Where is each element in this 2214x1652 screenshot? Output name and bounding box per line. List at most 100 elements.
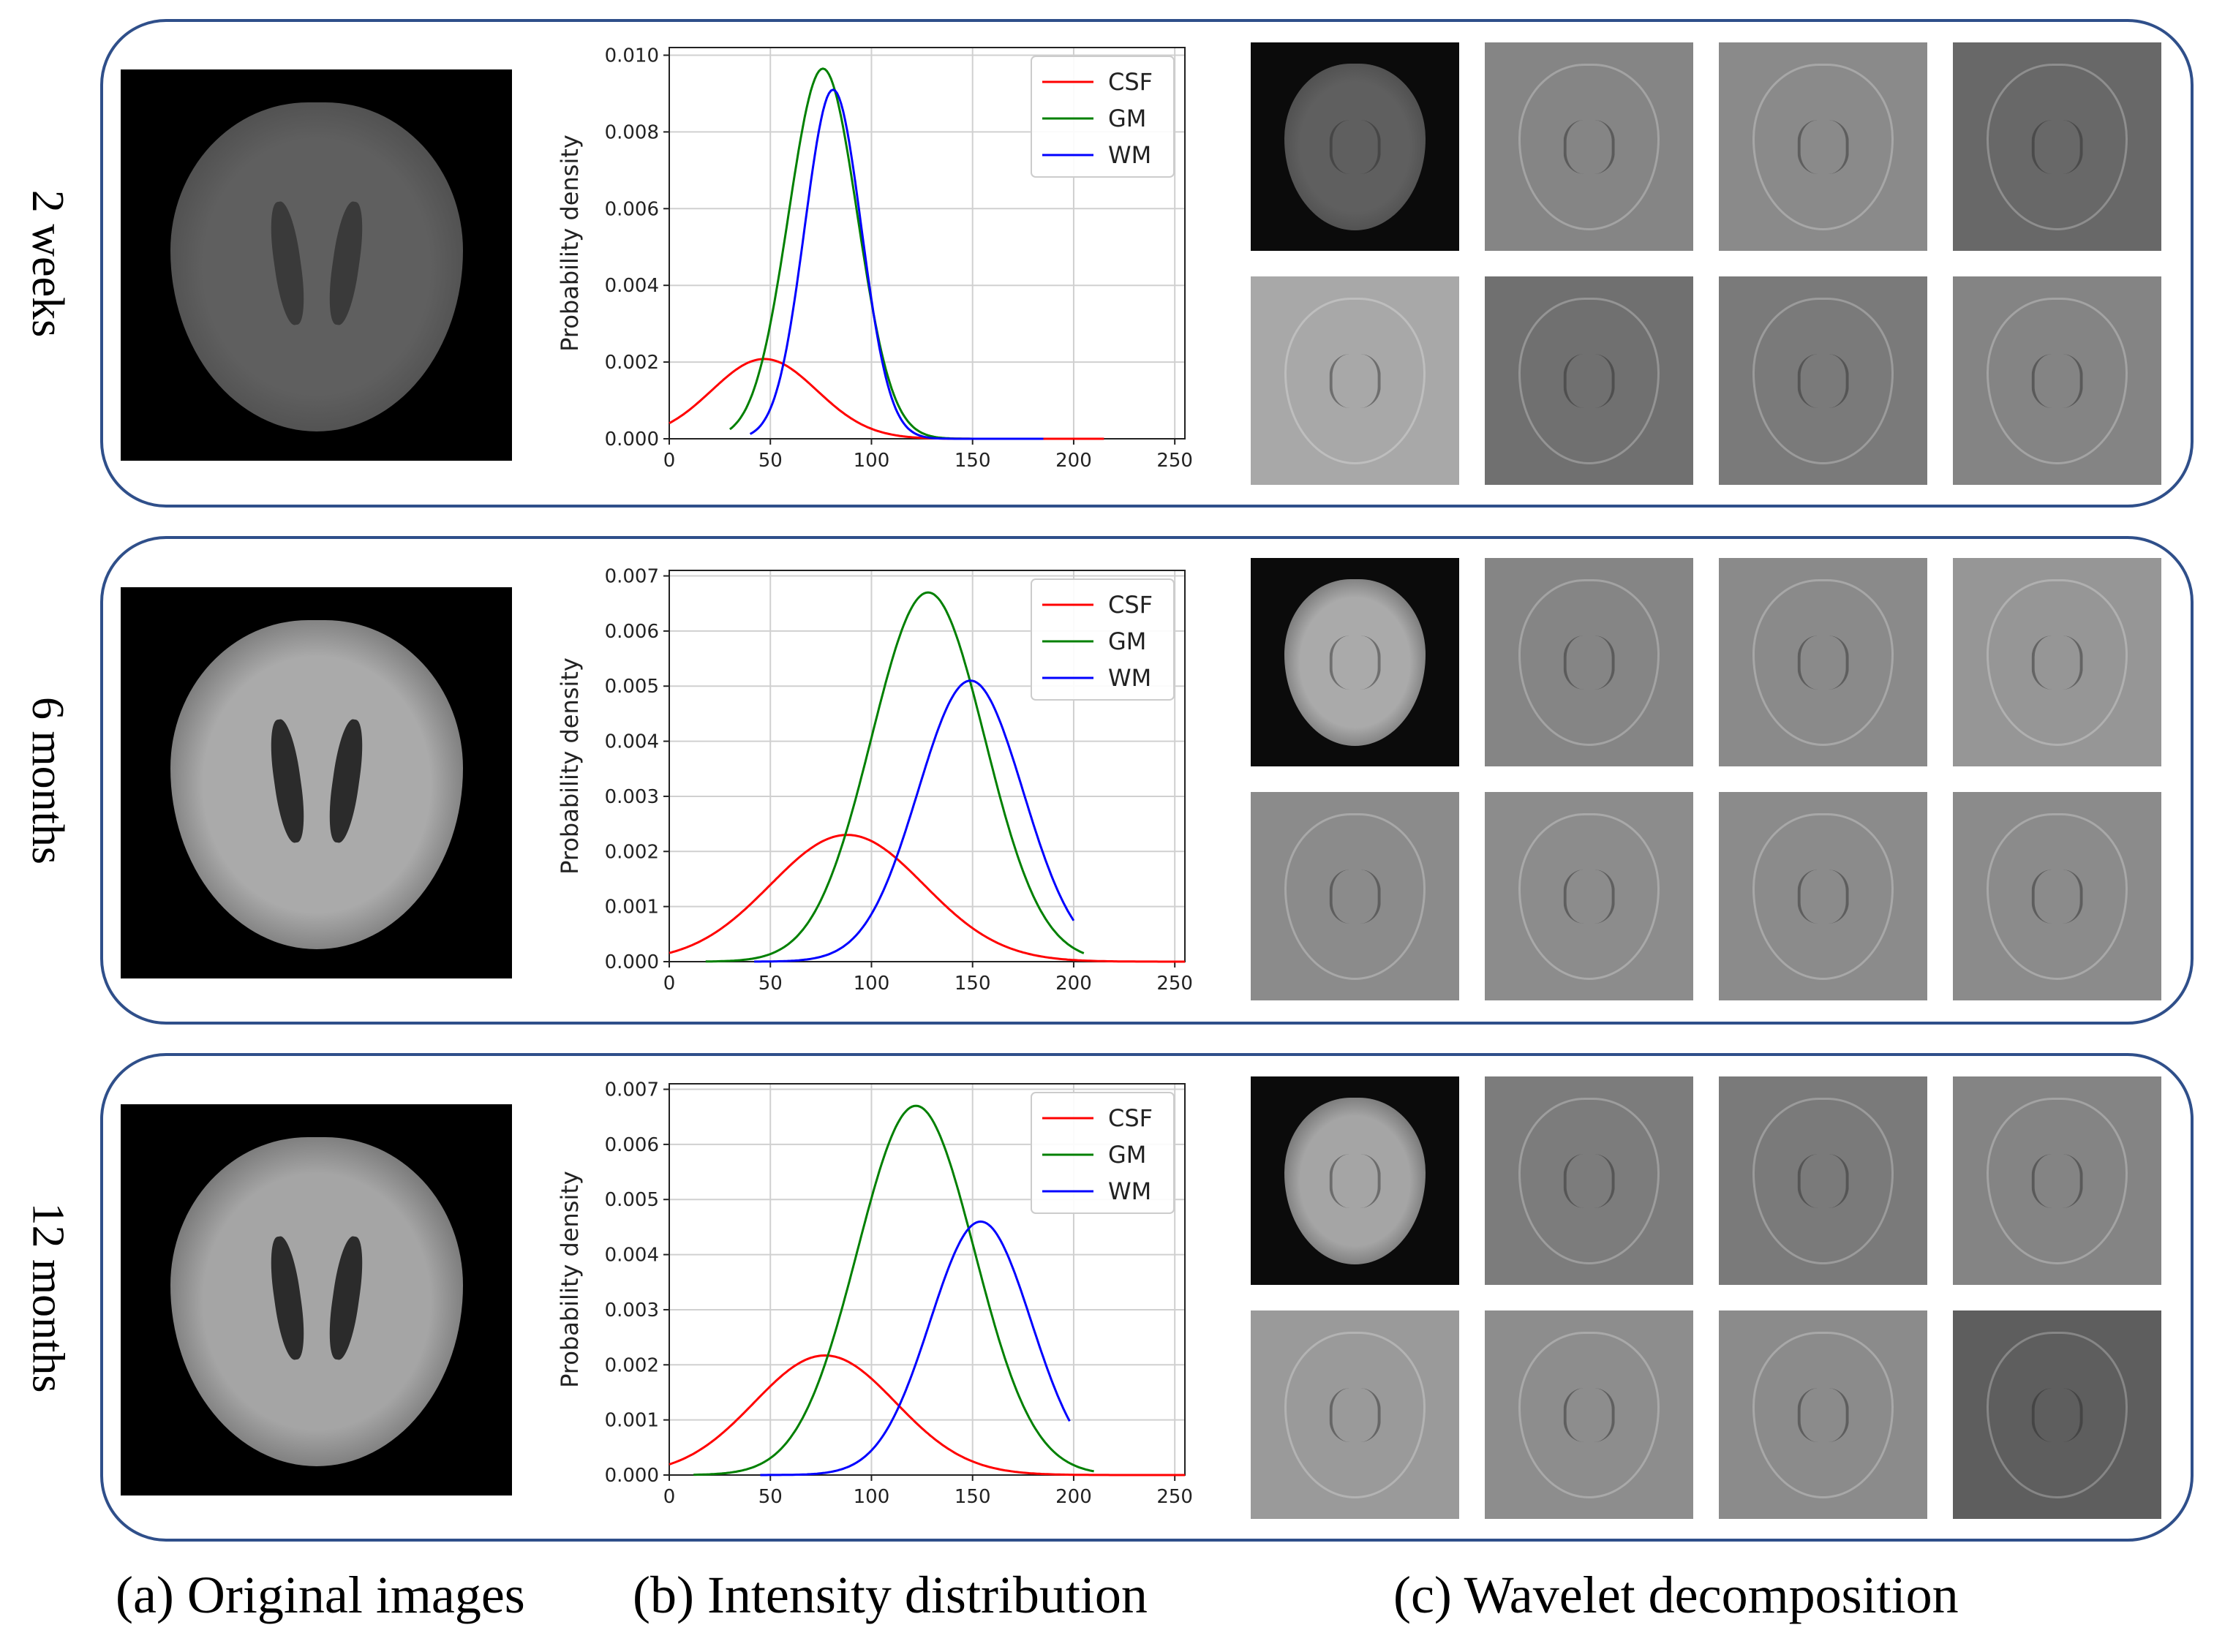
y-tick-label: 0.006: [605, 198, 659, 220]
wavelet-subband-tile: [1953, 276, 2161, 485]
wavelet-subband-tile: [1251, 42, 1459, 251]
brain-edge-outline: [1752, 1331, 1894, 1498]
row-label-6-months: 6 months: [23, 696, 73, 864]
brain-edge-outline: [1284, 812, 1426, 980]
y-tick-label: 0.005: [605, 676, 659, 698]
x-tick-label: 200: [1055, 450, 1092, 472]
ventricle-edge: [1329, 353, 1381, 408]
legend-label-gm: GM: [1108, 627, 1146, 655]
wavelet-subband-tile: [1719, 276, 1927, 485]
caption-original-images: (a) Original images: [116, 1566, 525, 1624]
brain-shape: [170, 1137, 463, 1466]
original-image-2-weeks: [121, 69, 512, 461]
plot-frame: [669, 1083, 1186, 1476]
y-tick-label: 0.004: [605, 1245, 659, 1267]
ventricle-edge: [1563, 869, 1615, 924]
ventricle-edge: [2031, 119, 2083, 174]
legend-label-gm: GM: [1108, 105, 1146, 132]
legend-box: [1031, 578, 1175, 701]
brain-edge-outline: [1518, 1097, 1660, 1264]
y-axis-label: Probability density: [556, 657, 584, 875]
ventricle-edge: [1797, 1153, 1849, 1208]
intensity-chart-2-weeks: 0 50 100 150 200 250 0.000 0.002 0.004 0.006 0.008…: [549, 33, 1207, 501]
x-tick-label: 100: [854, 1486, 890, 1508]
brain-shape: [170, 620, 463, 949]
ventricle-edge: [1563, 1153, 1615, 1208]
brain-edge-outline: [1752, 1097, 1894, 1264]
ventricle-edge: [1329, 119, 1381, 174]
wavelet-subband-tile: [1251, 276, 1459, 485]
y-axis-label: Probability density: [556, 135, 584, 352]
brain-edge-outline: [1284, 1331, 1426, 1498]
y-tick-label: 0.004: [605, 731, 659, 753]
ventricle-edge: [1329, 635, 1381, 690]
brain-edge-outline: [1518, 297, 1660, 464]
ventricle-edge: [1329, 869, 1381, 924]
y-axis-label: Probability density: [556, 1171, 584, 1388]
wavelet-subband-tile: [1953, 558, 2161, 766]
wavelet-subband-tile: [1719, 1076, 1927, 1285]
brain-edge-outline: [1986, 812, 2128, 980]
ventricle-edge: [1797, 869, 1849, 924]
brain-edge-outline: [1752, 812, 1894, 980]
y-tick-label: 0.001: [605, 897, 659, 919]
ventricle-edge: [1563, 635, 1615, 690]
x-tick-label: 200: [1055, 1486, 1092, 1508]
y-tick-label: 0.000: [605, 951, 659, 973]
wavelet-subband-tile: [1953, 792, 2161, 1000]
brain-edge-outline: [1986, 1331, 2128, 1498]
ventricle-edge: [1563, 119, 1615, 174]
wavelet-subband-tile: [1719, 1310, 1927, 1519]
wavelet-subband-tile: [1719, 42, 1927, 251]
x-tick-label: 0: [663, 973, 676, 995]
y-tick-label: 0.006: [605, 621, 659, 643]
y-tick-label: 0.002: [605, 841, 659, 863]
legend-label-gm: GM: [1108, 1141, 1146, 1169]
wavelet-subband-tile: [1485, 1310, 1693, 1519]
legend-label-wm: WM: [1108, 664, 1151, 692]
wavelet-subband-tile: [1485, 42, 1693, 251]
brain-edge-outline: [1518, 812, 1660, 980]
ventricle-edge: [1797, 119, 1849, 174]
caption-intensity-distribution: (b) Intensity distribution: [633, 1566, 1148, 1624]
ventricle-edge: [1563, 353, 1615, 408]
brain-edge-outline: [1986, 297, 2128, 464]
legend-label-csf: CSF: [1108, 68, 1153, 96]
wavelet-subband-tile: [1485, 792, 1693, 1000]
legend-box: [1031, 56, 1175, 178]
series-line-wm: [754, 679, 1075, 963]
legend-label-csf: CSF: [1108, 591, 1153, 619]
series-line-wm: [760, 1220, 1071, 1476]
x-tick-label: 50: [758, 450, 783, 472]
series-line-gm: [693, 1104, 1094, 1476]
brain-edge-outline: [1986, 578, 2128, 746]
row-panel-6-months: [100, 536, 2194, 1025]
brain-edge-outline: [1752, 63, 1894, 230]
series-line-wm: [749, 88, 1044, 440]
x-tick-label: 250: [1156, 1486, 1193, 1508]
intensity-chart-6-months: 0 50 100 150 200 250 0.000 0.001 0.002 0.003 0.004…: [549, 556, 1207, 1024]
y-tick-label: 0.010: [605, 45, 659, 67]
ventricle-edge: [1563, 1387, 1615, 1442]
brain-edge-outline: [1752, 578, 1894, 746]
brain-shape: [1284, 63, 1426, 230]
x-tick-label: 150: [954, 1486, 991, 1508]
y-tick-label: 0.006: [605, 1134, 659, 1156]
y-tick-label: 0.003: [605, 1300, 659, 1321]
row-label-2-weeks: 2 weeks: [23, 189, 73, 337]
x-tick-label: 250: [1156, 973, 1193, 995]
brain-edge-outline: [1518, 63, 1660, 230]
legend-box: [1031, 1092, 1175, 1214]
y-tick-label: 0.002: [605, 352, 659, 374]
y-tick-label: 0.000: [605, 429, 659, 450]
y-tick-label: 0.007: [605, 566, 659, 588]
legend-label-wm: WM: [1108, 141, 1151, 169]
ventricle-edge: [1329, 1387, 1381, 1442]
ventricle-edge: [1797, 353, 1849, 408]
brain-edge-outline: [1518, 578, 1660, 746]
ventricle-edge: [2031, 635, 2083, 690]
series-line-csf: [669, 1354, 1185, 1476]
brain-edge-outline: [1284, 297, 1426, 464]
x-tick-label: 250: [1156, 450, 1193, 472]
y-tick-label: 0.005: [605, 1189, 659, 1211]
